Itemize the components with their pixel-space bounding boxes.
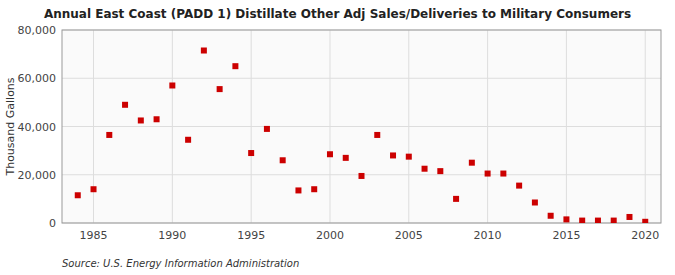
point <box>595 218 601 223</box>
point <box>516 183 522 189</box>
y-tick-label: 20,000 <box>18 169 57 182</box>
chart: 1985 1990 1995 2000 2005 2010 2015 2020 0 20,000 4… <box>0 0 675 275</box>
y-tick-label: 0 <box>49 217 56 230</box>
grid <box>62 30 661 223</box>
point <box>280 157 286 163</box>
point <box>138 117 144 123</box>
point <box>201 48 207 54</box>
y-tick-label: 40,000 <box>18 121 57 134</box>
y-tick-label: 80,000 <box>18 24 57 37</box>
point <box>532 199 538 205</box>
point <box>169 82 175 88</box>
point <box>217 86 223 92</box>
point <box>91 186 97 192</box>
point <box>343 155 349 161</box>
plot-background <box>62 30 661 223</box>
point <box>295 187 301 193</box>
point <box>232 63 238 69</box>
x-tick-label: 1990 <box>158 229 186 242</box>
x-tick-label: 2010 <box>474 229 502 242</box>
x-tick-label: 2015 <box>552 229 580 242</box>
y-axis-label: Thousand Gallons <box>4 77 17 176</box>
point <box>422 166 428 172</box>
x-tick-label: 2000 <box>316 229 344 242</box>
y-tick-label: 60,000 <box>18 72 57 85</box>
annotation: Source: U.S. Energy Information Administ… <box>62 258 299 269</box>
plot-frame <box>62 30 661 223</box>
point <box>359 173 365 179</box>
point <box>248 150 254 156</box>
title: Annual East Coast (PADD 1) Distillate Ot… <box>44 7 631 21</box>
point <box>642 219 648 223</box>
point <box>311 186 317 192</box>
x-tick-label: 1995 <box>237 229 265 242</box>
point <box>106 132 112 138</box>
tick-labels: 1985 1990 1995 2000 2005 2010 2015 2020 0 20,000 4… <box>18 24 660 242</box>
point <box>437 168 443 174</box>
point <box>374 132 380 138</box>
y-grid-line <box>62 126 661 127</box>
x-tick-label: 1985 <box>80 229 108 242</box>
point <box>453 196 459 202</box>
point <box>122 102 128 108</box>
point <box>185 137 191 143</box>
point <box>485 171 491 177</box>
point <box>548 213 554 219</box>
point <box>469 160 475 166</box>
point <box>563 216 569 222</box>
point <box>390 152 396 158</box>
point <box>406 154 412 160</box>
points <box>75 48 648 223</box>
point <box>264 126 270 132</box>
point <box>626 214 632 220</box>
point <box>75 192 81 198</box>
point <box>154 116 160 122</box>
point <box>327 151 333 157</box>
x-tick-label: 2020 <box>631 229 659 242</box>
y-grid-line <box>62 78 661 79</box>
point <box>611 218 617 223</box>
point <box>579 218 585 223</box>
x-tick-label: 2005 <box>395 229 423 242</box>
point <box>500 171 506 177</box>
